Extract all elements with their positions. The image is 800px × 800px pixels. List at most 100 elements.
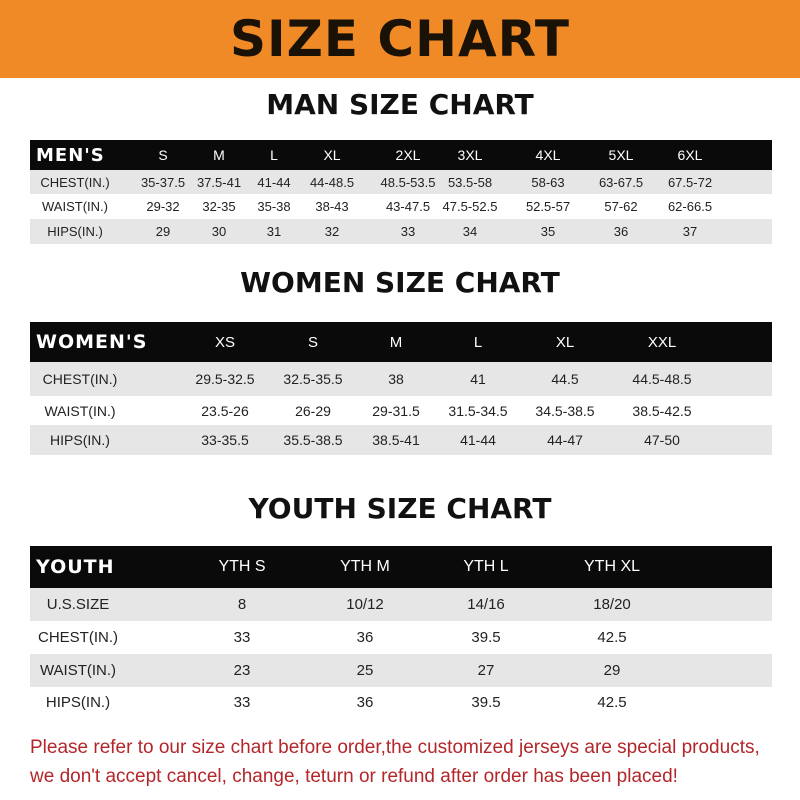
cell-value: 38	[388, 371, 404, 387]
women-size-table: WOMEN'S XS S M L XL XXL CHEST(IN.) 29.5-32.5 32.5…	[30, 322, 772, 455]
cell-value: 34	[462, 224, 478, 239]
row-label: CHEST(IN.)	[38, 629, 118, 646]
cell-value: 38.5-41	[372, 432, 420, 448]
size-header: 2XL	[395, 147, 421, 163]
size-header: S	[307, 333, 319, 351]
cell-value: 36	[356, 694, 374, 711]
cell-value: 36	[613, 224, 629, 239]
cell-value: 26-29	[295, 402, 331, 419]
row-label: U.S.SIZE	[46, 596, 110, 613]
cell-value: 32.5-35.5	[283, 371, 343, 387]
row-label: CHEST(IN.)	[42, 371, 118, 387]
table-heading: YOUTH	[36, 556, 115, 578]
size-header: YTH M	[340, 558, 390, 575]
youth-size-table: YOUTH YTH S YTH M YTH L YTH XL U.S.SIZE 8 10/12…	[30, 546, 772, 718]
notice-line-2: we don't accept cancel, change, teturn o…	[30, 766, 678, 787]
cell-value: 44-47	[547, 432, 583, 448]
cell-value: 67.5-72	[667, 174, 713, 190]
table-heading: WOMEN'S	[36, 331, 148, 353]
cell-value: 23	[233, 662, 251, 679]
size-header: YTH S	[218, 558, 266, 575]
cell-value: 62-66.5	[667, 199, 713, 214]
cell-value: 35.5-38.5	[283, 432, 343, 448]
cell-value: 42.5	[597, 629, 627, 646]
cell-value: 27	[477, 662, 495, 679]
table-row: WAIST(IN.) 23.5-26 26-29 29-31.5 31.5-34.5 34…	[30, 396, 772, 425]
cell-value: 30	[211, 224, 227, 239]
row-label: WAIST(IN.)	[44, 402, 116, 419]
table-heading: MEN'S	[36, 144, 105, 166]
cell-value: 29.5-32.5	[195, 371, 255, 387]
banner-title: SIZE CHART	[229, 10, 571, 68]
cell-value: 29	[603, 662, 621, 679]
cell-value: 14/16	[467, 596, 505, 613]
cell-value: 58-63	[531, 174, 565, 190]
cell-value: 53.5-58	[447, 174, 493, 190]
cell-value: 37	[682, 224, 698, 239]
cell-value: 31.5-34.5	[448, 402, 508, 419]
cell-value: 35-38	[257, 199, 291, 214]
row-label: CHEST(IN.)	[40, 174, 110, 190]
cell-value: 35	[540, 224, 556, 239]
cell-value: 52.5-57	[525, 199, 571, 214]
size-header: L	[270, 147, 278, 163]
cell-value: 32	[324, 224, 340, 239]
cell-value: 41	[470, 371, 486, 387]
cell-value: 43-47.5	[385, 199, 431, 214]
size-header: S	[158, 147, 168, 163]
size-header: XL	[323, 147, 341, 163]
table-row: WAIST(IN.) 29-32 32-35 35-38 38-43 43-47.5 47.…	[30, 194, 772, 219]
cell-value: 63-67.5	[598, 174, 644, 190]
cell-value: 31	[266, 224, 282, 239]
notice-text: Please refer to our size chart before or…	[30, 733, 780, 791]
cell-value: 38.5-42.5	[632, 402, 692, 419]
cell-value: 29-31.5	[372, 402, 420, 419]
table-row: HIPS(IN.) 33-35.5 35.5-38.5 38.5-41 41-44 44-…	[30, 425, 772, 455]
size-header: 5XL	[608, 147, 634, 163]
cell-value: 36	[356, 629, 374, 646]
size-header: YTH L	[463, 558, 509, 575]
size-header: XS	[214, 333, 236, 351]
men-title: MAN SIZE CHART	[266, 88, 534, 121]
size-header: 4XL	[535, 147, 561, 163]
size-header: M	[213, 147, 225, 163]
cell-value: 38-43	[315, 199, 349, 214]
cell-value: 44.5	[551, 371, 579, 387]
cell-value: 41-44	[460, 432, 496, 448]
size-header: 6XL	[677, 147, 703, 163]
header-row: MEN'S S M L XL 2XL 3XL 4XL 5XL 6XL	[30, 140, 772, 170]
women-title: WOMEN SIZE CHART	[240, 266, 560, 299]
notice-line-1: Please refer to our size chart before or…	[30, 737, 760, 758]
cell-value: 35-37.5	[140, 174, 186, 190]
table-row: U.S.SIZE 8 10/12 14/16 18/20	[30, 588, 772, 621]
cell-value: 29	[155, 224, 171, 239]
cell-value: 44.5-48.5	[632, 371, 692, 387]
size-header: L	[473, 333, 483, 351]
cell-value: 39.5	[471, 629, 501, 646]
banner: SIZE CHART	[0, 0, 800, 78]
table-row: HIPS(IN.) 33 36 39.5 42.5	[30, 687, 772, 718]
table-row: HIPS(IN.) 29 30 31 32 33 34 35 36 37	[30, 219, 772, 244]
cell-value: 44-48.5	[309, 174, 355, 190]
header-row: WOMEN'S XS S M L XL XXL	[30, 322, 772, 362]
cell-value: 48.5-53.5	[380, 174, 436, 190]
size-header: XXL	[647, 333, 677, 351]
cell-value: 47.5-52.5	[442, 199, 498, 214]
cell-value: 47-50	[644, 432, 680, 448]
cell-value: 41-44	[257, 174, 291, 190]
cell-value: 18/20	[593, 596, 631, 613]
cell-value: 39.5	[471, 694, 501, 711]
cell-value: 29-32	[146, 199, 180, 214]
cell-value: 32-35	[202, 199, 236, 214]
size-header: 3XL	[457, 147, 483, 163]
size-header: YTH XL	[583, 558, 641, 575]
youth-title: YOUTH SIZE CHART	[248, 492, 552, 525]
row-label: HIPS(IN.)	[47, 224, 103, 239]
cell-value: 33	[400, 224, 416, 239]
cell-value: 33	[233, 629, 251, 646]
row-label: HIPS(IN.)	[50, 432, 110, 448]
row-label: HIPS(IN.)	[45, 694, 111, 711]
size-header: M	[389, 333, 403, 351]
size-header: XL	[555, 333, 575, 351]
cell-value: 34.5-38.5	[535, 402, 595, 419]
